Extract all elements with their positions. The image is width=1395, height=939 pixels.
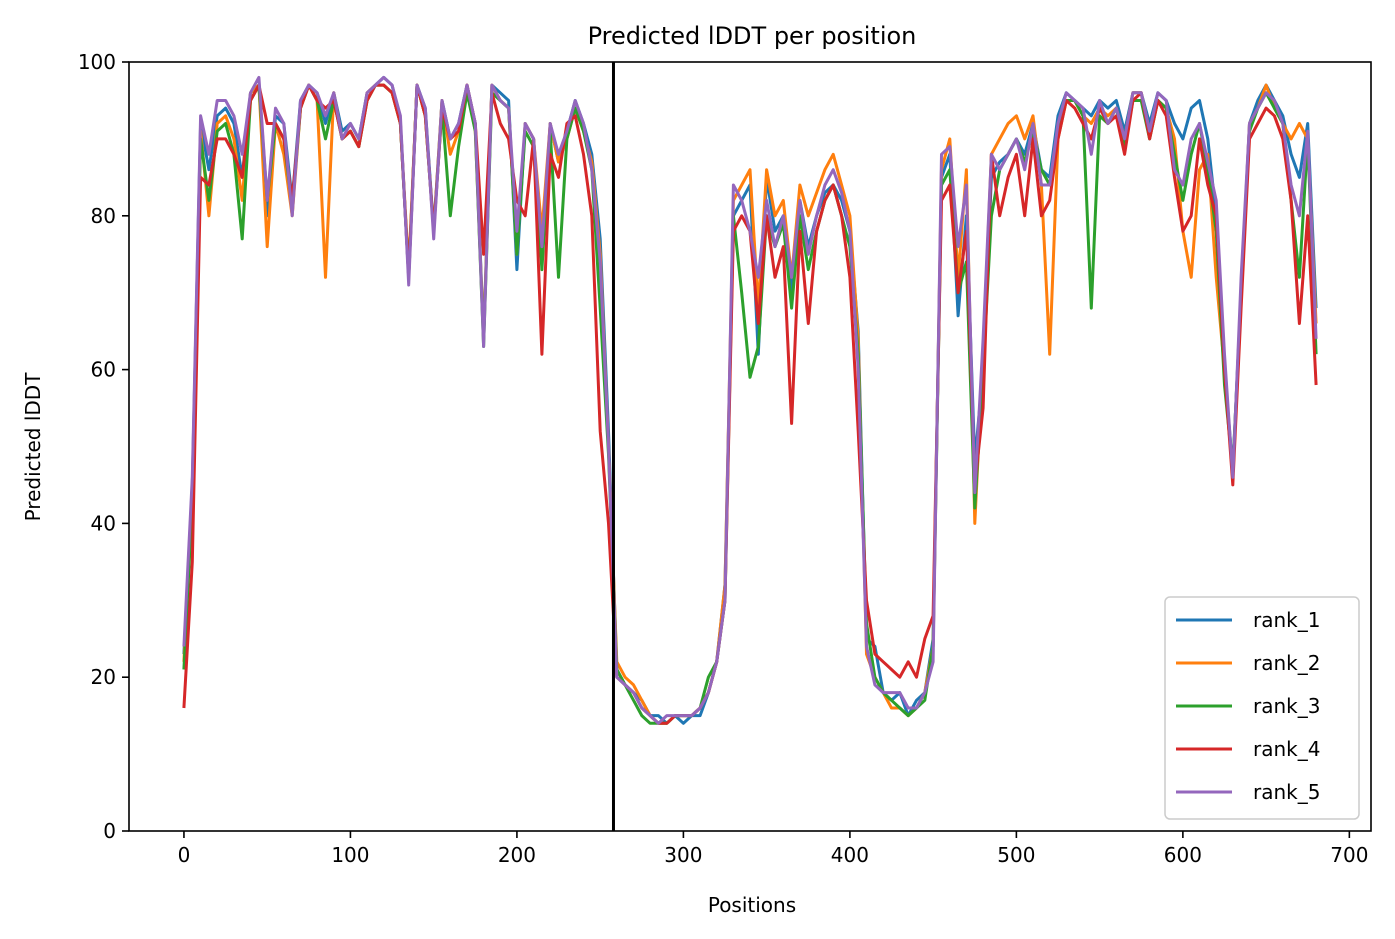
legend-label-rank_2: rank_2 — [1253, 651, 1320, 675]
x-tick-label: 100 — [331, 843, 369, 867]
y-tick-label: 40 — [91, 511, 116, 535]
legend-label-rank_5: rank_5 — [1253, 780, 1320, 804]
legend-box — [1164, 596, 1360, 820]
chart-title: Predicted lDDT per position — [588, 22, 917, 50]
x-axis-ticks: 0 100 200 300 400 500 600 700 — [178, 831, 1368, 867]
y-tick-label: 100 — [78, 50, 116, 74]
legend: rank_1 rank_2 rank_3 rank_4 rank_5 — [1164, 596, 1360, 820]
y-axis-ticks: 0 20 40 60 80 100 — [78, 50, 129, 843]
y-tick-label: 80 — [91, 204, 116, 228]
plot-frame — [128, 61, 1372, 832]
legend-label-rank_3: rank_3 — [1253, 694, 1320, 718]
series-layer — [182, 75, 1318, 725]
legend-items: rank_1 rank_2 rank_3 rank_4 rank_5 — [1176, 608, 1320, 804]
x-axis-label: Positions — [708, 893, 796, 917]
y-tick-label: 0 — [103, 819, 116, 843]
y-axis-label: Predicted lDDT — [21, 372, 45, 522]
x-tick-label: 600 — [1164, 843, 1202, 867]
legend-label-rank_4: rank_4 — [1253, 737, 1320, 761]
series-line-rank_5 — [182, 75, 1318, 725]
x-tick-label: 400 — [831, 843, 869, 867]
legend-label-rank_1: rank_1 — [1253, 608, 1320, 632]
x-tick-label: 700 — [1330, 843, 1368, 867]
x-tick-label: 0 — [178, 843, 191, 867]
x-tick-label: 200 — [498, 843, 536, 867]
y-tick-label: 60 — [91, 358, 116, 382]
y-tick-label: 20 — [91, 665, 116, 689]
x-tick-label: 300 — [664, 843, 702, 867]
x-tick-label: 500 — [997, 843, 1035, 867]
